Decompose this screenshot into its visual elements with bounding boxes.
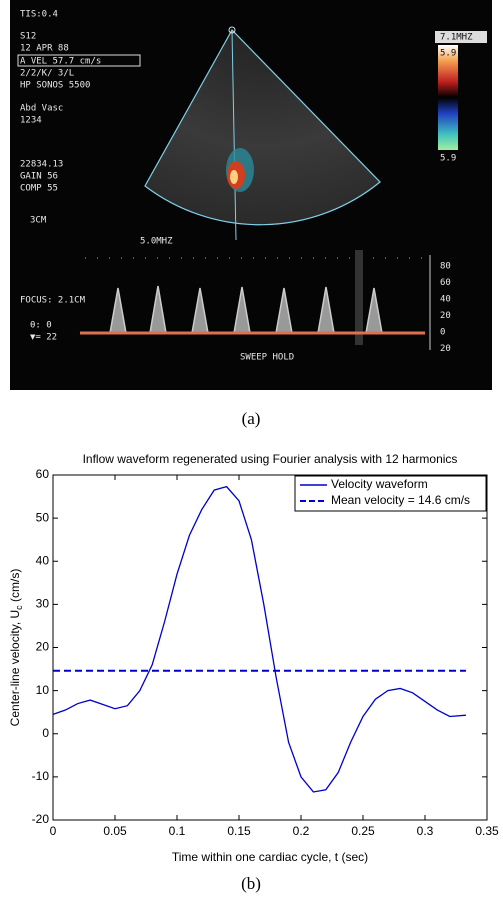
overlay-text: ▼= 22 bbox=[30, 333, 57, 343]
y-tick-label: 60 bbox=[36, 467, 50, 481]
overlay-text: 7.1MHZ bbox=[440, 33, 473, 43]
vel-box bbox=[17, 54, 141, 67]
plot-frame bbox=[52, 474, 488, 821]
color-bar bbox=[438, 45, 458, 150]
y-label-suffix: (cm/s) bbox=[8, 569, 22, 606]
y-tick-label: 30 bbox=[36, 597, 50, 611]
x-tick-label: 0.2 bbox=[293, 824, 310, 838]
y-tick-label: 50 bbox=[36, 510, 50, 524]
y-tick-label: -10 bbox=[32, 769, 50, 783]
overlay-text: FOCUS: 2.1CM bbox=[20, 296, 86, 306]
y-tick-label: 10 bbox=[36, 683, 50, 697]
overlay-text: 3CM bbox=[30, 216, 47, 226]
overlay-text: GAIN 56 bbox=[20, 172, 58, 182]
y-tick-label: 0 bbox=[42, 726, 49, 740]
y-tick-label: 20 bbox=[36, 640, 50, 654]
legend-label: Velocity waveform bbox=[331, 477, 428, 491]
chart-title: Inflow waveform regenerated using Fourie… bbox=[83, 452, 458, 466]
doppler-spectrum bbox=[109, 285, 383, 334]
y-axis-label: Center-line velocity, Uc (cm/s) bbox=[8, 569, 24, 727]
sector-scan bbox=[144, 29, 381, 226]
x-tick-label: 0.3 bbox=[417, 824, 434, 838]
x-tick-label: 0.05 bbox=[103, 824, 127, 838]
overlay-text: COMP 55 bbox=[20, 184, 58, 194]
x-tick-label: 0.1 bbox=[169, 824, 186, 838]
chart: Inflow waveform regenerated using Fourie… bbox=[8, 452, 499, 864]
overlay-text: 5.9 bbox=[440, 49, 456, 59]
legend-box bbox=[294, 475, 487, 512]
velocity-scale: 80 60 40 20 0 20 bbox=[440, 262, 451, 355]
sweep-gap bbox=[355, 250, 363, 345]
scale-label: 0 bbox=[440, 328, 445, 338]
x-tick-label: 0.35 bbox=[475, 824, 499, 838]
scale-label: 20 bbox=[440, 344, 451, 354]
overlay-text: TIS:0.4 bbox=[20, 10, 58, 20]
overlay-text: SWEEP HOLD bbox=[240, 353, 294, 363]
x-tick-label: 0.15 bbox=[227, 824, 251, 838]
caption: (b) bbox=[241, 874, 261, 893]
overlay-text: 1234 bbox=[20, 116, 42, 126]
overlay-text: 12 APR 88 bbox=[20, 44, 69, 54]
overlay-text: A VEL 57.7 cm/s bbox=[20, 57, 101, 67]
overlay-text: HP SONOS 5500 bbox=[20, 81, 90, 91]
overlay-text: S12 bbox=[20, 32, 36, 42]
overlay-text: 5.9 bbox=[440, 154, 456, 164]
y-tick-label: 40 bbox=[36, 553, 50, 567]
y-tick-label: -20 bbox=[32, 812, 50, 826]
caption: (a) bbox=[242, 409, 261, 428]
x-tick-label: 0 bbox=[50, 824, 57, 838]
color-flow-peak bbox=[230, 170, 238, 184]
scale-label: 40 bbox=[440, 295, 451, 305]
scale-label: 80 bbox=[440, 262, 451, 272]
legend-label: Mean velocity = 14.6 cm/s bbox=[331, 493, 470, 507]
scale-label: 60 bbox=[440, 278, 451, 288]
y-label-subscript: c bbox=[14, 605, 24, 610]
scale-label: 20 bbox=[440, 311, 451, 321]
x-axis-label: Time within one cardiac cycle, t (sec) bbox=[172, 850, 368, 864]
ultrasound-image: TIS:0.4 S12 12 APR 88 A VEL 57.7 cm/s 2/… bbox=[10, 0, 492, 390]
series-line bbox=[52, 485, 466, 793]
overlay-text: 22834.13 bbox=[20, 160, 63, 170]
overlay-text: 2/2/K/ 3/L bbox=[20, 69, 74, 79]
overlay-text: Abd Vasc bbox=[20, 104, 63, 114]
x-tick-label: 0.25 bbox=[351, 824, 375, 838]
freq-box bbox=[435, 31, 487, 43]
apex-marker bbox=[228, 26, 236, 34]
overlay-text: θ: 0 bbox=[30, 321, 52, 331]
overlay-text: 5.0MHZ bbox=[140, 237, 173, 247]
doppler-cursor bbox=[231, 29, 237, 241]
y-label-text: Center-line velocity, U bbox=[8, 610, 22, 726]
